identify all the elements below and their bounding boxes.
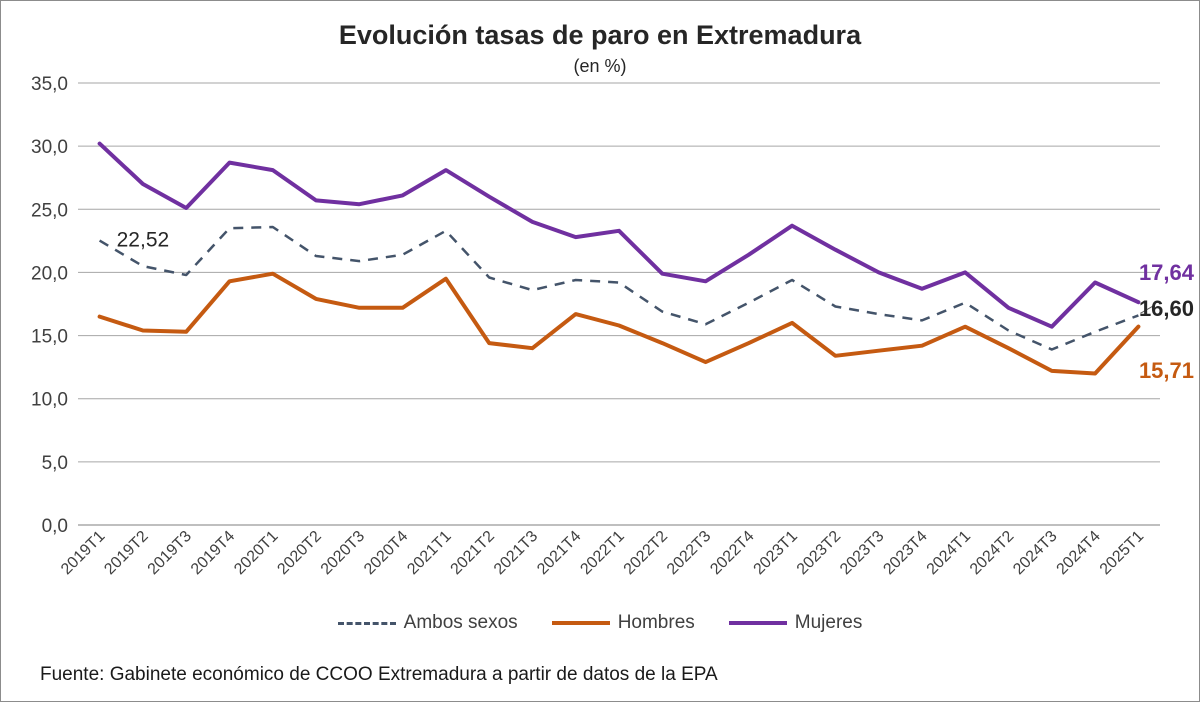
y-tick-label: 35,0 xyxy=(31,74,68,95)
legend-item-hombres: Hombres xyxy=(551,612,695,634)
y-tick-label: 20,0 xyxy=(31,263,68,284)
x-tick-label: 2023T3 xyxy=(837,528,887,578)
legend: Ambos sexos Hombres Mujeres xyxy=(0,612,1200,634)
source-note: Fuente: Gabinete económico de CCOO Extre… xyxy=(40,664,718,685)
x-tick-label: 2019T4 xyxy=(188,528,238,578)
x-tick-label: 2021T4 xyxy=(534,528,584,578)
x-tick-label: 2021T1 xyxy=(404,528,454,578)
y-tick-label: 10,0 xyxy=(31,390,68,411)
x-tick-label: 2023T4 xyxy=(880,528,930,578)
x-tick-label: 2020T4 xyxy=(361,528,411,578)
x-tick-label: 2019T3 xyxy=(145,528,195,578)
legend-swatch-ambos xyxy=(337,621,396,625)
x-tick-label: 2022T4 xyxy=(707,528,757,578)
x-tick-label: 2022T1 xyxy=(577,528,627,578)
legend-label-ambos: Ambos sexos xyxy=(403,612,518,633)
y-tick-label: 0,0 xyxy=(42,516,68,537)
legend-label-hombres: Hombres xyxy=(617,612,695,633)
legend-label-mujeres: Mujeres xyxy=(794,612,863,633)
y-tick-label: 25,0 xyxy=(31,200,68,221)
data-label-hombres-last: 15,71 xyxy=(1139,358,1194,383)
legend-swatch-hombres xyxy=(551,621,610,625)
x-tick-label: 2021T2 xyxy=(448,528,498,578)
x-tick-label: 2023T1 xyxy=(751,528,801,578)
y-tick-label: 15,0 xyxy=(31,327,68,348)
x-tick-label: 2024T3 xyxy=(1010,528,1060,578)
data-label-ambos-first: 22,52 xyxy=(117,229,170,252)
y-tick-label: 5,0 xyxy=(42,453,68,474)
leader-line xyxy=(1140,304,1155,314)
x-tick-label: 2020T3 xyxy=(318,528,368,578)
data-label-ambos-last: 16,60 xyxy=(1139,296,1194,321)
x-tick-label: 2024T2 xyxy=(967,528,1017,578)
x-tick-label: 2025T1 xyxy=(1097,528,1147,578)
x-tick-label: 2019T2 xyxy=(101,528,151,578)
x-tick-label: 2024T4 xyxy=(1054,528,1104,578)
y-tick-label: 30,0 xyxy=(31,137,68,158)
data-label-mujeres-last: 17,64 xyxy=(1139,260,1195,285)
series-line-hombres xyxy=(97,271,1141,376)
x-tick-label: 2024T1 xyxy=(924,528,974,578)
series-line-ambos-sexos xyxy=(98,225,1139,351)
x-tick-label: 2022T3 xyxy=(664,528,714,578)
x-tick-label: 2020T1 xyxy=(231,528,281,578)
legend-item-ambos: Ambos sexos xyxy=(337,612,518,634)
series-line-mujeres xyxy=(97,141,1141,329)
legend-swatch-mujeres xyxy=(728,621,787,625)
legend-item-mujeres: Mujeres xyxy=(728,612,863,634)
x-tick-label: 2022T2 xyxy=(621,528,671,578)
chart-title: Evolución tasas de paro en Extremadura xyxy=(338,20,862,50)
x-tick-label: 2023T2 xyxy=(794,528,844,578)
chart-subtitle: (en %) xyxy=(573,56,627,76)
x-tick-label: 2020T2 xyxy=(274,528,324,578)
x-tick-label: 2021T3 xyxy=(491,528,541,578)
